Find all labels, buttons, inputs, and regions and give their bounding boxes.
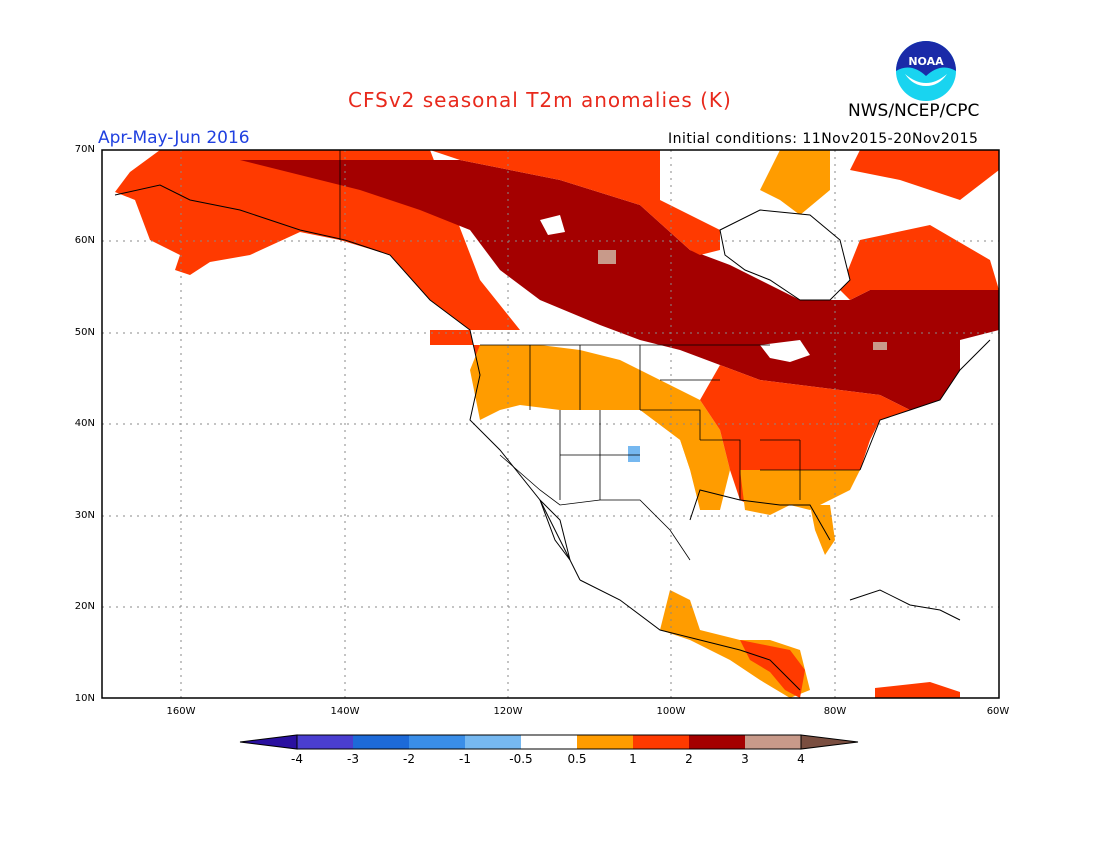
- noaa-logo-icon: NOAA: [896, 41, 956, 101]
- graticule: [102, 150, 999, 698]
- colorbar-label: 3: [741, 752, 749, 766]
- lat-label-10n: 10N: [74, 693, 95, 704]
- lat-label-70n: 70N: [74, 144, 95, 155]
- colorbar-label: -4: [291, 752, 303, 766]
- colorbar-label: 0.5: [567, 752, 587, 766]
- colorbar-label: 1: [629, 752, 637, 766]
- logo-text: NOAA: [908, 55, 944, 68]
- region-quebec-spot: [873, 342, 887, 350]
- map-title: CFSv2 seasonal T2m anomalies (K): [348, 88, 732, 112]
- region-central-northern-canada: [240, 160, 999, 410]
- lon-label-80w: 80W: [823, 706, 847, 717]
- colorbar-label: -0.5: [509, 752, 533, 766]
- initial-conditions: Initial conditions: 11Nov2015-20Nov2015: [668, 131, 979, 147]
- region-central-america-warm: [740, 640, 805, 698]
- colorbar-label: -2: [403, 752, 415, 766]
- great-lakes: [760, 340, 810, 362]
- lat-label-20n: 20N: [74, 601, 95, 612]
- lon-label-120w: 120W: [493, 706, 523, 717]
- region-central-canada-spot: [598, 250, 616, 264]
- lat-label-50n: 50N: [74, 327, 95, 338]
- lon-label-60w: 60W: [986, 706, 1010, 717]
- region-arctic-islands: [760, 150, 830, 215]
- great-bear-lake: [540, 215, 565, 235]
- region-southwest-us: [490, 410, 700, 510]
- lat-label-40n: 40N: [74, 418, 95, 429]
- colorbar-label: -1: [459, 752, 471, 766]
- region-greenland-edge: [850, 150, 999, 200]
- region-arctic-band: [430, 150, 720, 255]
- lon-label-160w: 160W: [166, 706, 196, 717]
- hudson-bay: [720, 210, 850, 300]
- coastlines: [114, 184, 991, 691]
- region-quebec-northeast: [840, 225, 999, 300]
- lon-label-140w: 140W: [330, 706, 360, 717]
- colorbar-label: 2: [685, 752, 693, 766]
- lat-label-60n: 60N: [74, 235, 95, 246]
- lon-label-100w: 100W: [656, 706, 686, 717]
- region-florida: [810, 505, 835, 555]
- lat-label-30n: 30N: [74, 510, 95, 521]
- forecast-period: Apr-May-Jun 2016: [98, 128, 250, 148]
- colorbar-label: -3: [347, 752, 359, 766]
- map-frame: [101, 149, 1000, 699]
- political-boundaries: [339, 150, 860, 561]
- region-pacific-northwest-plains: [470, 345, 730, 510]
- agency-label: NWS/NCEP/CPC: [848, 101, 980, 121]
- region-caribbean: [875, 682, 960, 698]
- region-new-mexico-spot: [628, 446, 640, 462]
- colorbar-label: 4: [797, 752, 805, 766]
